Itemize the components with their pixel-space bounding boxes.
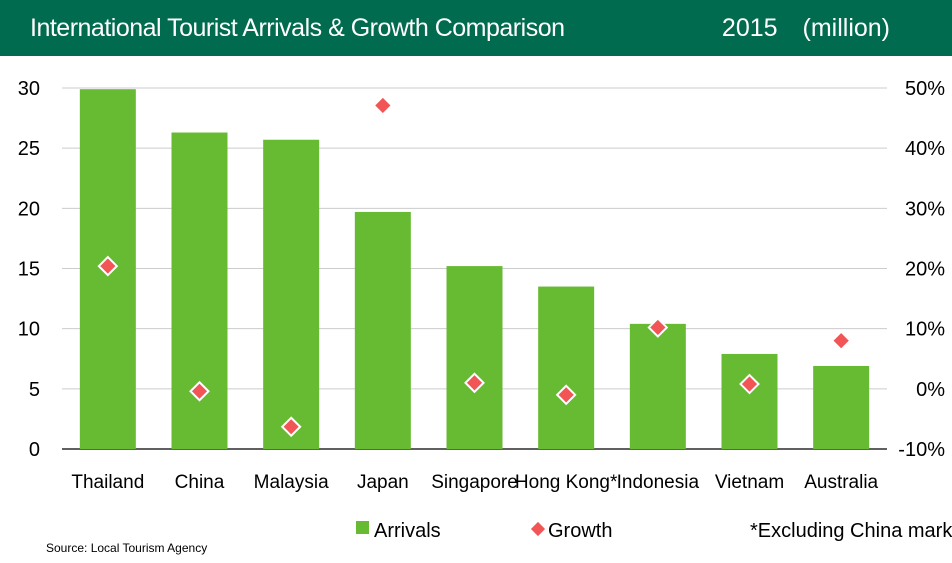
- growth-point: [739, 373, 760, 395]
- growth-point: [280, 416, 302, 438]
- right-axis-ticks: -10% 0% 10% 20% 30% 40% 50%: [898, 78, 945, 461]
- category-label: Australia: [804, 472, 878, 493]
- right-tick-label: 30%: [905, 198, 945, 220]
- category-label: Malaysia: [254, 472, 329, 493]
- left-tick-label: 15: [18, 259, 40, 281]
- legend-label-arrivals: Arrivals: [374, 520, 441, 542]
- arrivals-bar: [446, 266, 503, 449]
- category-label: Indonesia: [617, 472, 700, 493]
- arrivals-bar: [354, 211, 411, 449]
- category-label: Hong Kong*: [515, 472, 618, 493]
- chart-year: 2015: [721, 14, 778, 42]
- chart-title: International Tourist Arrivals & Growth …: [30, 14, 565, 42]
- category-label: China: [175, 472, 225, 493]
- legend: Arrivals Growth *Excluding China market: [356, 520, 952, 542]
- growth-point: [372, 95, 394, 116]
- category-label: Singapore: [431, 472, 518, 493]
- growth-point: [830, 330, 852, 352]
- left-tick-label: 25: [18, 138, 40, 160]
- left-tick-label: 5: [29, 379, 40, 401]
- chart-header: International Tourist Arrivals & Growth …: [0, 0, 952, 56]
- category-label: Japan: [357, 472, 409, 493]
- chart-unit: (million): [802, 14, 891, 42]
- right-tick-label: 10%: [905, 319, 945, 341]
- category-labels: Thailand China Malaysia Japan SingaporeHong …: [71, 472, 878, 493]
- left-tick-label: 30: [18, 78, 40, 100]
- growth-point: [97, 255, 119, 277]
- category-label: Vietnam: [715, 472, 784, 493]
- growth-point: [647, 317, 669, 338]
- arrivals-bar: [538, 286, 595, 449]
- arrivals-bar: [813, 365, 870, 449]
- right-tick-label: -10%: [898, 439, 945, 461]
- arrivals-bar: [721, 353, 778, 449]
- growth-series: [97, 95, 852, 438]
- category-label: Thailand: [71, 472, 144, 493]
- arrivals-bar: [263, 139, 320, 449]
- growth-point: [555, 384, 577, 406]
- right-tick-label: 40%: [905, 138, 945, 160]
- left-axis-ticks: 0 5 10 15 20 25 30: [18, 78, 40, 461]
- legend-swatch-arrivals: [356, 521, 369, 534]
- right-tick-label: 0%: [916, 379, 945, 401]
- right-tick-label: 20%: [905, 259, 945, 281]
- left-tick-label: 10: [18, 319, 40, 341]
- right-tick-label: 50%: [905, 78, 945, 100]
- left-tick-label: 0: [29, 439, 40, 461]
- growth-point: [189, 380, 210, 402]
- growth-point: [464, 372, 485, 394]
- legend-note: *Excluding China market: [750, 520, 952, 542]
- header-right: 2015 (million): [704, 14, 890, 43]
- legend-label-growth: Growth: [548, 520, 612, 542]
- source-note: Source: Local Tourism Agency: [46, 541, 208, 555]
- arrivals-bar: [629, 323, 686, 449]
- legend-swatch-growth: [530, 521, 546, 537]
- left-tick-label: 20: [18, 198, 40, 220]
- bar-series: [79, 89, 870, 450]
